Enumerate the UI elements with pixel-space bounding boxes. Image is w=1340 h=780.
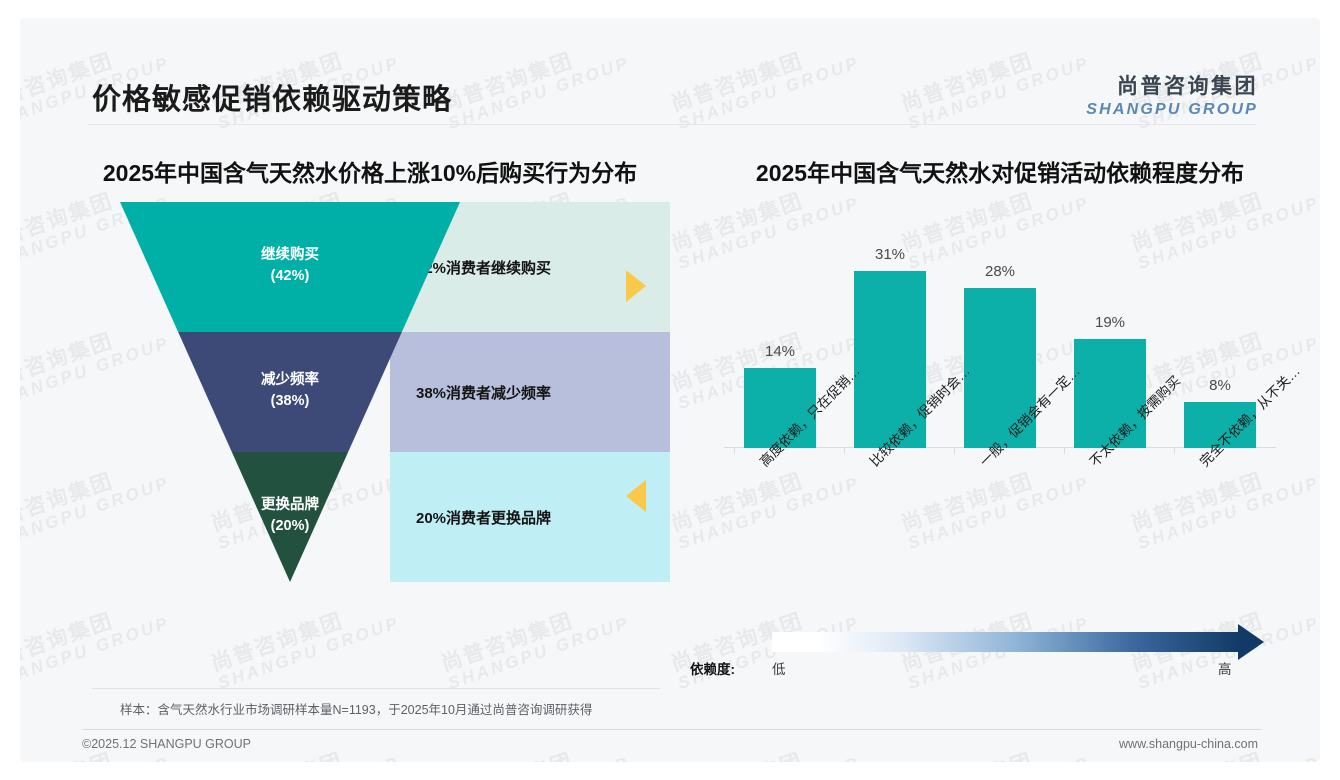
bar-value-label: 19% [1094,314,1126,332]
footer-copyright: ©2025.12 SHANGPU GROUP [82,737,251,751]
gradient-bar [772,632,1240,652]
header-divider [88,124,1256,125]
source-divider [92,688,660,689]
funnel-chart-title: 2025年中国含气天然水价格上涨10%后购买行为分布 [102,160,638,186]
funnel-stage-name: 继续购买 [261,247,319,264]
axis-tick [1174,448,1175,455]
bar-chart-item[interactable]: 28% [948,228,1052,449]
funnel-stage-label: 更换品牌 (20%) [120,495,460,537]
funnel-stage-description: 20%消费者更换品牌 [390,452,670,583]
funnel-stage-description-text: 38%消费者减少频率 [416,384,552,402]
bar[interactable] [854,271,926,449]
legend-high-label: 高 [1218,662,1232,677]
funnel-stage-value: (42%) [270,268,310,285]
page-title: 价格敏感促销依赖驱动策略 [92,84,453,116]
funnel-stage-value: (38%) [270,393,310,410]
funnel-stage-description: 38%消费者减少频率 [390,332,670,453]
bar[interactable] [1184,402,1256,449]
bar-chart-item[interactable]: 14% [728,228,832,449]
bar-value-label: 8% [1209,377,1231,395]
funnel-stage-description-text: 42%消费者继续购买 [416,259,552,277]
footer-divider [82,729,1262,730]
slide-canvas: 尚普咨询集团 SHANGPU GROUP 尚普咨询集团 SHANGPU GROUP 尚普… [20,18,1320,762]
bar-value-label: 28% [984,263,1016,281]
axis-tick [954,448,955,455]
axis-tick [844,448,845,455]
axis-tick [1064,448,1065,455]
bar-chart-item[interactable]: 19% [1058,228,1162,449]
bar-chart-item[interactable]: 31% [838,228,942,449]
bar-value-label: 14% [764,343,796,361]
bar-chart-title: 2025年中国含气天然水对促销活动依赖程度分布 [755,160,1245,186]
bar-chart-x-axis-labels: 高度依赖，只在促销… 比较依赖，促销时会… 一般，促销会有一定… 不太依赖，按需购买完… [710,364,1303,578]
bar-chart-item[interactable]: 8% [1168,228,1272,449]
brand-logo: 尚普咨询集团 SHANGPU GROUP [1086,70,1258,119]
funnel-stage-shape [231,452,349,583]
source-note: 样本：含气天然水行业市场调研样本量N=1193，于2025年10月通过尚普咨询调… [120,703,593,717]
funnel-stage-name: 减少频率 [261,372,319,389]
funnel-stage-value: (20%) [270,518,310,535]
bar-value-label: 31% [874,246,906,264]
bar[interactable] [1074,339,1146,449]
dependency-gradient-legend: 依赖度: 低 高 [690,624,1290,688]
brand-logo-en: SHANGPU GROUP [1086,101,1258,118]
funnel-stage-shape [120,202,460,333]
gradient-arrow-icon [1238,624,1264,660]
bar-chart-panel: 2025年中国含气天然水对促销活动依赖程度分布 14% 31% 28% 19% 8% 高… [690,158,1303,678]
triangle-right-icon [626,270,646,303]
footer-website[interactable]: www.shangpu-china.com [1119,737,1258,751]
legend-label: 依赖度: [690,662,735,677]
funnel-stage-label: 继续购买 (42%) [120,245,460,287]
funnel-stage-label: 减少频率 (38%) [120,370,460,412]
funnel-stage-shape [178,332,402,453]
funnel-stage-name: 更换品牌 [261,497,319,514]
funnel-chart-panel: 2025年中国含气天然水价格上涨10%后购买行为分布 42%消费者继续购买 继续购… [60,158,680,678]
triangle-left-icon [626,480,646,513]
axis-tick [734,448,735,455]
bar[interactable] [964,288,1036,449]
brand-logo-cn: 尚普咨询集团 [1117,75,1258,98]
funnel-graphic: 42%消费者继续购买 继续购买 (42%) 38%消费者减少频率 减少频率 (38%) 20… [60,202,680,602]
bar-chart-plot: 14% 31% 28% 19% 8% [710,228,1290,455]
legend-low-label: 低 [772,662,786,677]
bar[interactable] [744,368,816,449]
funnel-stage-description-text: 20%消费者更换品牌 [416,509,552,527]
slide-header: 价格敏感促销依赖驱动策略 尚普咨询集团 SHANGPU GROUP [20,18,1320,125]
